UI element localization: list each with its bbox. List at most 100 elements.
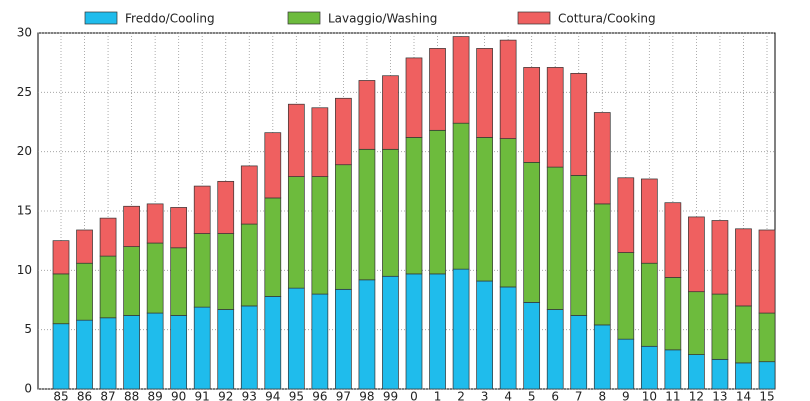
x-tick-label: 97 bbox=[336, 390, 351, 401]
bar-segment bbox=[311, 176, 329, 295]
bar-segment bbox=[593, 203, 611, 326]
bar-segment bbox=[758, 229, 776, 314]
y-tick-label: 25 bbox=[17, 85, 32, 99]
bar-segment bbox=[758, 361, 776, 390]
x-tick-label: 96 bbox=[312, 390, 327, 401]
bar-segment bbox=[405, 273, 423, 390]
bar-segment bbox=[570, 175, 588, 316]
x-tick-label: 6 bbox=[551, 390, 559, 401]
bar-segment bbox=[146, 203, 164, 244]
x-tick-label: 87 bbox=[100, 390, 115, 401]
legend-swatch bbox=[287, 11, 321, 25]
bar-segment bbox=[617, 252, 635, 340]
bar-segment bbox=[193, 233, 211, 308]
bar-segment bbox=[335, 97, 352, 166]
bar-segment bbox=[476, 137, 493, 282]
bar-segment bbox=[170, 247, 188, 316]
bar-segment bbox=[382, 75, 399, 150]
bar-segment bbox=[758, 312, 776, 363]
x-tick-label: 9 bbox=[622, 390, 630, 401]
bar-segment bbox=[193, 185, 211, 234]
bar-segment bbox=[664, 277, 682, 351]
x-tick-label: 1 bbox=[434, 390, 442, 401]
bar-segment bbox=[617, 338, 635, 390]
bar-segment bbox=[264, 296, 282, 390]
bar-segment bbox=[688, 354, 705, 390]
bar-segment bbox=[382, 275, 399, 390]
bar-segment bbox=[52, 323, 70, 390]
x-tick-label: 11 bbox=[665, 390, 680, 401]
bar-segment bbox=[358, 80, 376, 150]
bar-segment bbox=[52, 273, 70, 325]
bar-segment bbox=[123, 246, 140, 316]
bar-segment bbox=[735, 362, 752, 390]
bar-segment bbox=[382, 148, 399, 277]
y-tick-label: 10 bbox=[17, 263, 32, 277]
x-tick-label: 91 bbox=[195, 390, 210, 401]
bar-segment bbox=[429, 129, 446, 275]
y-tick-label: 0 bbox=[24, 382, 32, 396]
legend-label: Cottura/Cooking bbox=[558, 12, 656, 26]
bar-segment bbox=[405, 137, 423, 275]
bar-segment bbox=[711, 220, 729, 295]
bar-segment bbox=[429, 48, 446, 131]
bar-segment bbox=[523, 302, 541, 390]
bar-segment bbox=[146, 312, 164, 390]
bar-segment bbox=[193, 306, 211, 390]
bar-segment bbox=[476, 280, 493, 390]
bar-segment bbox=[99, 217, 117, 257]
bar-segment bbox=[735, 228, 752, 307]
bar-segment bbox=[593, 112, 611, 205]
bar-segment bbox=[52, 240, 70, 275]
bar-segment bbox=[570, 315, 588, 390]
x-tick-label: 12 bbox=[689, 390, 704, 401]
bar-segment bbox=[287, 103, 305, 177]
x-tick-label: 5 bbox=[528, 390, 536, 401]
bar-segment bbox=[123, 315, 140, 390]
bar-segment bbox=[711, 358, 729, 390]
bar-segment bbox=[640, 262, 658, 347]
x-tick-label: 4 bbox=[504, 390, 512, 401]
x-tick-label: 99 bbox=[383, 390, 398, 401]
x-tick-label: 94 bbox=[265, 390, 280, 401]
bar-segment bbox=[99, 317, 117, 390]
x-tick-label: 90 bbox=[171, 390, 186, 401]
bar-segment bbox=[452, 122, 470, 270]
bar-segment bbox=[405, 57, 423, 138]
bar-segment bbox=[593, 324, 611, 390]
bar-segment bbox=[735, 305, 752, 364]
bar-segment bbox=[287, 287, 305, 390]
x-tick-label: 95 bbox=[289, 390, 304, 401]
x-tick-label: 7 bbox=[575, 390, 583, 401]
bar-segment bbox=[499, 286, 517, 390]
bar-segment bbox=[358, 279, 376, 390]
x-tick-label: 98 bbox=[359, 390, 374, 401]
bar-segment bbox=[123, 205, 140, 247]
bar-segment bbox=[523, 161, 541, 303]
bar-segment bbox=[546, 309, 564, 390]
bar-segment bbox=[688, 216, 705, 293]
bar-segment bbox=[217, 233, 235, 310]
x-tick-label: 86 bbox=[77, 390, 92, 401]
bar-segment bbox=[287, 176, 305, 289]
bar-segment bbox=[476, 48, 493, 138]
y-tick-label: 15 bbox=[17, 204, 32, 218]
bar-segment bbox=[664, 202, 682, 278]
bar-segment bbox=[358, 148, 376, 281]
bar-segment bbox=[240, 165, 258, 225]
bar-segment bbox=[664, 349, 682, 390]
bar-segment bbox=[76, 229, 93, 264]
x-tick-label: 2 bbox=[457, 390, 465, 401]
bar-segment bbox=[335, 288, 352, 390]
bar-segment bbox=[264, 197, 282, 297]
bar-segment bbox=[76, 319, 93, 390]
x-tick-label: 89 bbox=[147, 390, 162, 401]
x-tick-label: 88 bbox=[124, 390, 139, 401]
bar-segment bbox=[76, 262, 93, 321]
bar-segment bbox=[711, 293, 729, 360]
bar-segment bbox=[640, 345, 658, 390]
bar-segment bbox=[499, 39, 517, 139]
bar-segment bbox=[640, 178, 658, 264]
bar-segment bbox=[170, 207, 188, 249]
